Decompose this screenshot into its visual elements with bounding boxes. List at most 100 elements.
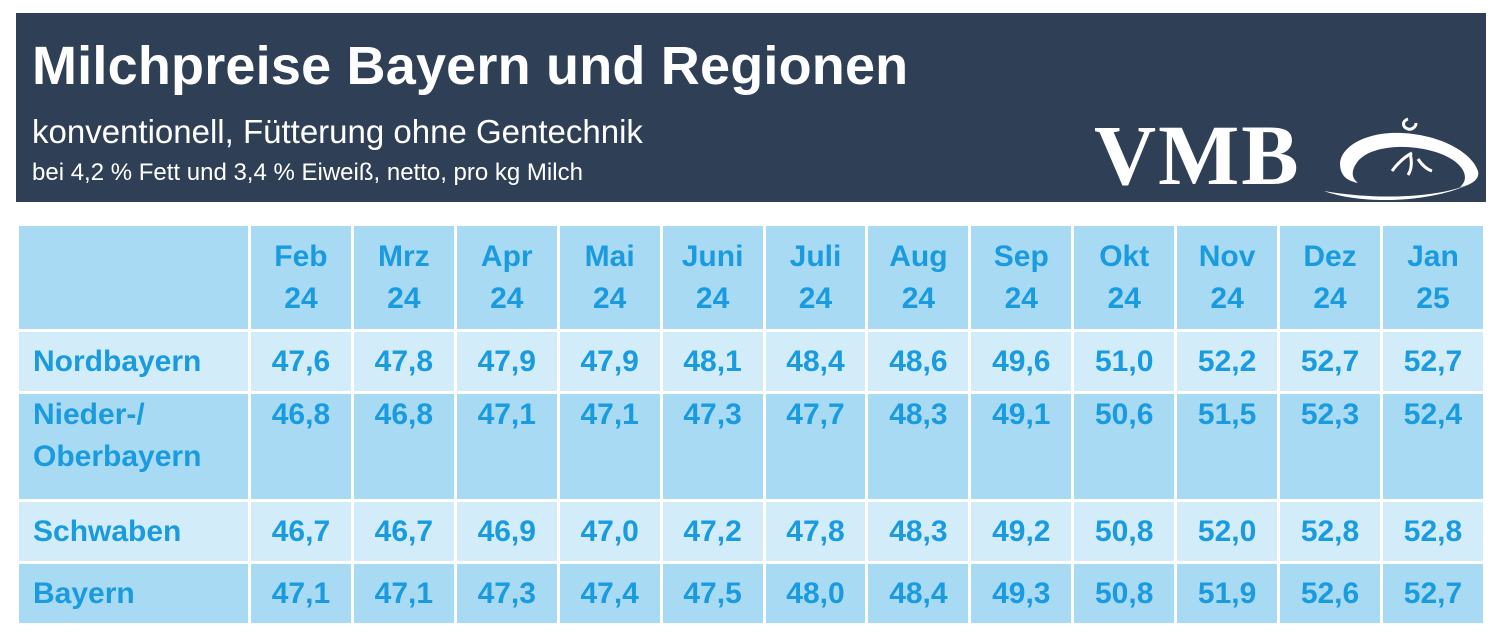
table-row: Nordbayern 47,6 47,8 47,9 47,9 48,1 48,4 48,6 49… xyxy=(16,329,1487,394)
logo-swoosh-icon xyxy=(1324,117,1479,201)
price-cell: 52,7 xyxy=(1379,561,1487,626)
price-cell: 47,3 xyxy=(453,561,560,626)
price-cell: 47,9 xyxy=(556,329,663,394)
column-year-label: 24 xyxy=(1313,281,1347,315)
price-cell: 46,7 xyxy=(248,499,354,564)
column-year-label: 24 xyxy=(798,281,833,315)
column-month-label: Mai xyxy=(584,239,635,273)
region-label-line: Nordbayern xyxy=(33,344,202,378)
price-cell: 48,4 xyxy=(865,561,972,626)
page-title: Milchpreise Bayern und Regionen xyxy=(32,36,909,96)
column-year-label: 24 xyxy=(592,281,627,315)
table-header-row: Feb 24 Mrz 24 Apr 24 Mai 24 Juni 24 Juli 24 Aug 24 Sep… xyxy=(16,223,1487,332)
column-month-label: Feb xyxy=(274,239,328,273)
price-cell: 47,2 xyxy=(659,499,766,564)
column-year-label: 24 xyxy=(695,281,730,315)
column-month-label: Jan xyxy=(1407,239,1459,273)
column-month-label: Nov xyxy=(1198,239,1256,273)
price-cell: 47,0 xyxy=(556,499,663,564)
column-header: Aug 24 xyxy=(865,223,972,332)
price-cell: 47,8 xyxy=(350,329,457,394)
table-row: Bayern 47,1 47,1 47,3 47,4 47,5 48,0 48,4 49,3 50… xyxy=(16,561,1487,626)
column-year-label: 24 xyxy=(1107,281,1141,315)
region-label-line: Schwaben xyxy=(33,514,182,548)
page-subtitle: konventionell, Fütterung ohne Gentechnik xyxy=(32,113,643,150)
column-year-label: 24 xyxy=(901,281,936,315)
column-header: Jan 25 xyxy=(1379,223,1487,332)
header-banner: Milchpreise Bayern und Regionen konventi… xyxy=(16,13,1486,202)
price-cell: 48,6 xyxy=(865,329,972,394)
milk-price-table: Feb 24 Mrz 24 Apr 24 Mai 24 Juni 24 Juli 24 Aug 24 Sep… xyxy=(16,223,1487,626)
price-cell: 50,6 xyxy=(1071,391,1178,502)
column-year-label: 25 xyxy=(1416,281,1450,315)
column-header: Apr 24 xyxy=(453,223,560,332)
column-header: Sep 24 xyxy=(968,223,1075,332)
column-month-label: Aug xyxy=(889,239,948,273)
corner-cell xyxy=(16,223,251,332)
price-cell: 52,0 xyxy=(1174,499,1281,564)
price-cell: 47,5 xyxy=(659,561,766,626)
price-cell: 52,4 xyxy=(1379,391,1487,502)
column-header: Okt 24 xyxy=(1071,223,1178,332)
price-cell: 48,0 xyxy=(762,561,869,626)
column-header: Juni 24 xyxy=(659,223,766,332)
column-header: Nov 24 xyxy=(1174,223,1281,332)
price-cell: 49,1 xyxy=(968,391,1075,502)
column-header: Feb 24 xyxy=(248,223,354,332)
price-cell: 48,3 xyxy=(865,391,972,502)
column-year-label: 24 xyxy=(1004,281,1038,315)
column-month-label: Sep xyxy=(993,239,1049,273)
price-cell: 47,7 xyxy=(762,391,869,502)
price-cell: 52,7 xyxy=(1277,329,1383,394)
price-cell: 52,3 xyxy=(1277,391,1383,502)
price-cell: 51,5 xyxy=(1174,391,1281,502)
column-month-label: Dez xyxy=(1303,239,1357,273)
column-year-label: 24 xyxy=(1210,281,1244,315)
price-cell: 46,8 xyxy=(350,391,457,502)
region-label-line: Oberbayern xyxy=(33,440,202,473)
region-label: Schwaben xyxy=(16,499,251,564)
column-month-label: Juli xyxy=(789,239,842,273)
price-cell: 51,0 xyxy=(1071,329,1178,394)
price-cell: 50,8 xyxy=(1071,561,1178,626)
price-cell: 47,1 xyxy=(556,391,663,502)
table-row: Schwaben 46,7 46,7 46,9 47,0 47,2 47,8 48,3 49,2… xyxy=(16,499,1487,564)
price-cell: 52,2 xyxy=(1174,329,1281,394)
vmb-logo: VMB xyxy=(1094,109,1484,201)
price-cell: 47,1 xyxy=(453,391,560,502)
column-year-label: 24 xyxy=(490,281,524,315)
column-header: Juli 24 xyxy=(762,223,869,332)
table-row: Nieder-/Oberbayern 46,8 46,8 47,1 47,1 47,3 47… xyxy=(16,391,1487,502)
price-cell: 50,8 xyxy=(1071,499,1178,564)
price-cell: 48,4 xyxy=(762,329,869,394)
price-cell: 47,3 xyxy=(659,391,766,502)
logo-text: VMB xyxy=(1094,107,1301,203)
price-cell: 47,6 xyxy=(248,329,354,394)
price-cell: 51,9 xyxy=(1174,561,1281,626)
region-label: Nordbayern xyxy=(16,329,251,394)
price-cell: 48,3 xyxy=(865,499,972,564)
price-cell: 52,6 xyxy=(1277,561,1383,626)
price-cell: 46,8 xyxy=(248,391,354,502)
price-cell: 47,1 xyxy=(248,561,354,626)
column-month-label: Juni xyxy=(681,239,744,273)
price-cell: 47,9 xyxy=(453,329,560,394)
price-cell: 49,6 xyxy=(968,329,1075,394)
column-header: Mrz 24 xyxy=(350,223,457,332)
column-year-label: 24 xyxy=(387,281,421,315)
price-cell: 52,7 xyxy=(1379,329,1487,394)
column-year-label: 24 xyxy=(284,281,318,315)
price-cell: 48,1 xyxy=(659,329,766,394)
price-cell: 49,3 xyxy=(968,561,1075,626)
column-header: Mai 24 xyxy=(556,223,663,332)
region-label: Nieder-/ Oberbayern xyxy=(16,391,251,502)
price-cell: 52,8 xyxy=(1277,499,1383,564)
column-month-label: Okt xyxy=(1099,239,1150,273)
unit-note: bei 4,2 % Fett und 3,4 % Eiweiß, netto, … xyxy=(32,159,583,186)
price-cell: 47,1 xyxy=(350,561,457,626)
price-cell: 52,8 xyxy=(1379,499,1487,564)
column-header: Dez 24 xyxy=(1277,223,1383,332)
region-label-line: Bayern xyxy=(33,576,135,610)
price-cell: 46,9 xyxy=(453,499,560,564)
price-cell: 47,4 xyxy=(556,561,663,626)
